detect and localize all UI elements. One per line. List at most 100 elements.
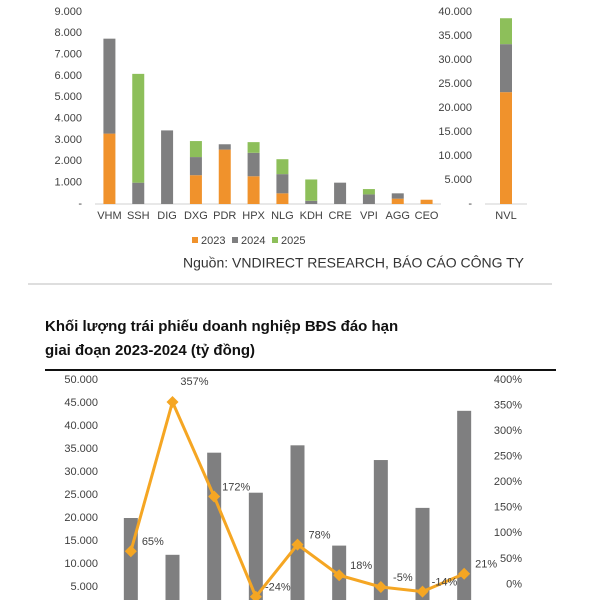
bar-segment xyxy=(362,194,375,204)
x-tick-label: CEO xyxy=(415,210,439,222)
y-tick-label: 20.000 xyxy=(438,102,472,114)
bar-segment xyxy=(247,176,260,204)
marker xyxy=(249,590,262,600)
y-tick-label: 10.000 xyxy=(438,150,472,162)
bar-segment xyxy=(276,174,289,194)
data-label: 78% xyxy=(308,529,330,541)
y2-tick-label: 250% xyxy=(494,451,522,463)
bar-segment xyxy=(420,199,433,204)
x-tick-label: KDH xyxy=(300,210,323,222)
x-tick-label: NVL xyxy=(495,210,516,222)
data-label: 18% xyxy=(350,560,372,572)
bar xyxy=(165,554,180,600)
bar-segment xyxy=(132,73,145,183)
y-tick-label: 25.000 xyxy=(64,489,98,501)
y-tick-label: 4.000 xyxy=(54,113,82,125)
y-tick-label: 1.000 xyxy=(54,177,82,189)
x-tick-label: PDR xyxy=(213,210,236,222)
y2-tick-label: 150% xyxy=(494,502,522,514)
bar xyxy=(207,452,222,600)
source-note: Nguồn: VNDIRECT RESEARCH, BÁO CÁO CÔNG T… xyxy=(183,255,525,271)
bar-segment xyxy=(391,198,404,204)
data-label: 21% xyxy=(475,559,497,571)
data-label: 65% xyxy=(142,536,164,548)
y-tick-label: 15.000 xyxy=(438,126,472,138)
legend-label: 2025 xyxy=(281,235,305,247)
y-tick-label: 8.000 xyxy=(54,27,82,39)
bar-segment xyxy=(132,182,145,204)
y2-tick-label: 200% xyxy=(494,476,522,488)
y2-tick-label: 400% xyxy=(494,374,522,386)
y-tick-label: 35.000 xyxy=(438,30,472,42)
data-label: -14% xyxy=(432,577,458,589)
legend-label: 2024 xyxy=(241,235,265,247)
marker xyxy=(374,581,387,593)
bar xyxy=(290,445,305,600)
y-tick-label: 3.000 xyxy=(54,134,82,146)
y-tick-label: 6.000 xyxy=(54,70,82,82)
bar-segment xyxy=(189,175,202,204)
y-tick-label: 20.000 xyxy=(64,512,98,524)
y2-tick-label: 0% xyxy=(506,578,522,590)
bar-segment xyxy=(103,133,116,204)
y-tick-label: 30.000 xyxy=(438,54,472,66)
y-tick-label: 5.000 xyxy=(70,581,98,593)
marker xyxy=(458,567,471,580)
x-tick-label: DXG xyxy=(184,210,208,222)
bar-segment xyxy=(500,44,512,93)
x-tick-label: CRE xyxy=(328,210,351,222)
y-tick-label: 10.000 xyxy=(64,558,98,570)
data-label: 172% xyxy=(222,481,250,493)
bar-segment xyxy=(334,182,347,204)
bar-segment xyxy=(189,157,202,176)
y2-tick-label: 300% xyxy=(494,425,522,437)
bar-segment xyxy=(247,152,260,177)
data-label: 357% xyxy=(180,376,208,388)
x-tick-label: AGG xyxy=(386,210,410,222)
y2-tick-label: 50% xyxy=(500,553,522,565)
legend-swatch xyxy=(272,237,278,243)
y-tick-label: - xyxy=(468,198,472,210)
bar-segment xyxy=(161,130,174,204)
marker xyxy=(124,545,137,558)
bar-segment xyxy=(218,149,231,204)
y-tick-label: 40.000 xyxy=(64,420,98,432)
y-tick-label: 35.000 xyxy=(64,443,98,455)
x-tick-label: DIG xyxy=(157,210,177,222)
bar-segment xyxy=(500,92,512,204)
bar-segment xyxy=(391,193,404,199)
y-tick-label: - xyxy=(78,198,82,210)
x-tick-label: VPI xyxy=(360,210,378,222)
y-tick-label: 30.000 xyxy=(64,466,98,478)
data-label: -5% xyxy=(393,572,413,584)
bar xyxy=(248,492,263,600)
legend-swatch xyxy=(192,237,198,243)
x-tick-label: NLG xyxy=(271,210,294,222)
y2-tick-label: 350% xyxy=(494,399,522,411)
x-tick-label: HPX xyxy=(242,210,265,222)
bar-segment xyxy=(305,179,318,201)
bar-segment xyxy=(247,142,260,153)
bar-segment xyxy=(189,141,202,158)
x-tick-label: SSH xyxy=(127,210,150,222)
bar xyxy=(373,460,388,600)
data-label: -24% xyxy=(265,582,291,594)
legend-swatch xyxy=(232,237,238,243)
y-tick-label: 40.000 xyxy=(438,6,472,18)
y-tick-label: 25.000 xyxy=(438,78,472,90)
y-tick-label: 5.000 xyxy=(444,174,472,186)
marker xyxy=(208,490,221,503)
marker xyxy=(416,585,429,598)
bar-segment xyxy=(362,189,375,195)
y-tick-label: 45.000 xyxy=(64,397,98,409)
y-tick-label: 15.000 xyxy=(64,535,98,547)
marker xyxy=(291,538,304,551)
legend-label: 2023 xyxy=(201,235,225,247)
bar-segment xyxy=(103,38,116,134)
y-tick-label: 50.000 xyxy=(64,374,98,386)
marker xyxy=(333,569,346,582)
bar-segment xyxy=(500,18,512,45)
bar-segment xyxy=(276,159,289,175)
marker xyxy=(166,395,179,408)
